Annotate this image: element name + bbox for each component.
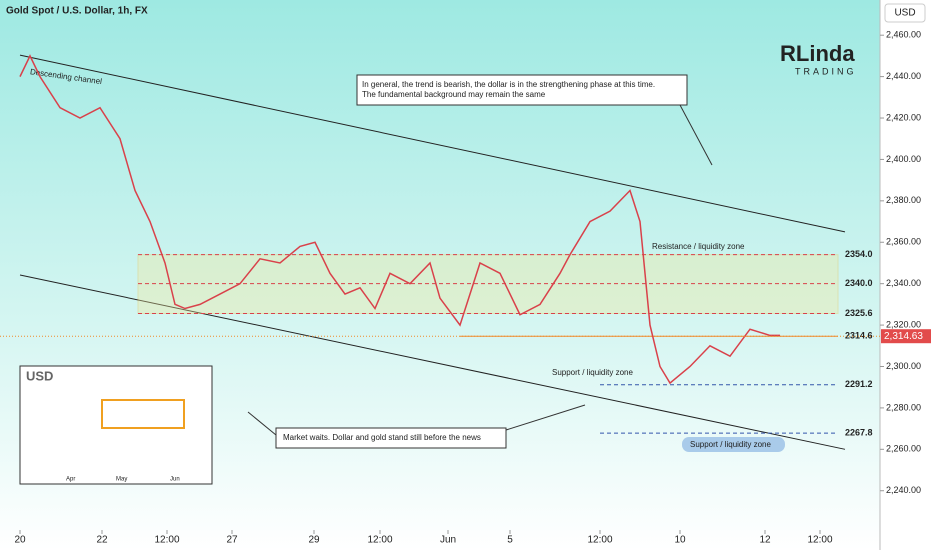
x-tick-label: 10 [674,535,686,546]
x-tick-label: 22 [96,535,108,546]
x-tick-label: 12:00 [154,535,179,546]
y-tick-label: 2,400.00 [886,154,921,164]
x-tick-label: 29 [308,535,320,546]
logo: RLinda [780,41,855,66]
y-tick-label: 2,360.00 [886,237,921,247]
channel-line [19,54,846,233]
x-tick-label: 27 [226,535,238,546]
chart-title: Gold Spot / U.S. Dollar, 1h, FX [6,6,148,17]
annotation: The fundamental background may remain th… [362,90,546,99]
level-label: 2340.0 [845,278,873,288]
zone-label: Support / liquidity zone [690,440,771,449]
inset-title: USD [26,368,53,383]
zone-label: Support / liquidity zone [552,368,633,377]
y-tick-label: 2,260.00 [886,444,921,454]
level-label: 2325.6 [845,308,873,318]
callout [247,411,277,436]
x-tick-label: 12:00 [807,535,832,546]
zone-pill [682,437,785,452]
axis-background [880,0,932,550]
x-tick-label: Jun [440,535,456,546]
level-label: 2314.6 [845,331,873,341]
inset-label: Jun [170,477,180,483]
inset-box [101,399,185,429]
level-label: 2267.8 [845,428,873,438]
y-tick-label: 2,300.00 [886,361,921,371]
x-tick-label: 12:00 [367,535,392,546]
annotation: Market waits. Dollar and gold stand stil… [283,433,481,442]
zone-label: Resistance / liquidity zone [652,242,745,251]
logo-sub: TRADING [795,66,857,76]
annotation-box [275,427,507,449]
x-tick-label: 5 [507,535,513,546]
inset-label: May [116,477,127,483]
currency-box [884,3,926,23]
last-price-label: 2,314.63 [884,331,923,342]
level-label: 2354.0 [845,249,873,259]
annotation: In general, the trend is bearish, the do… [362,80,655,89]
channel-line [19,274,846,450]
last-price-badge [881,329,931,344]
x-tick-label: 12 [759,535,771,546]
level-label: 2291.2 [845,379,873,389]
currency: USD [894,8,915,19]
y-tick-label: 2,440.00 [886,71,921,81]
y-tick-label: 2,380.00 [886,195,921,205]
callout [679,104,713,166]
y-tick-label: 2,420.00 [886,112,921,122]
y-tick-label: 2,240.00 [886,485,921,495]
x-tick-label: 20 [14,535,26,546]
y-tick-label: 2,280.00 [886,402,921,412]
y-tick-label: 2,460.00 [886,30,921,40]
x-tick-label: 12:00 [587,535,612,546]
price-line [19,54,780,385]
inset [19,365,213,485]
inset-label: Apr [66,477,75,483]
annotation-box [356,74,688,106]
y-tick-label: 2,320.00 [886,319,921,329]
y-tick-label: 2,340.00 [886,278,921,288]
callout [505,404,586,431]
